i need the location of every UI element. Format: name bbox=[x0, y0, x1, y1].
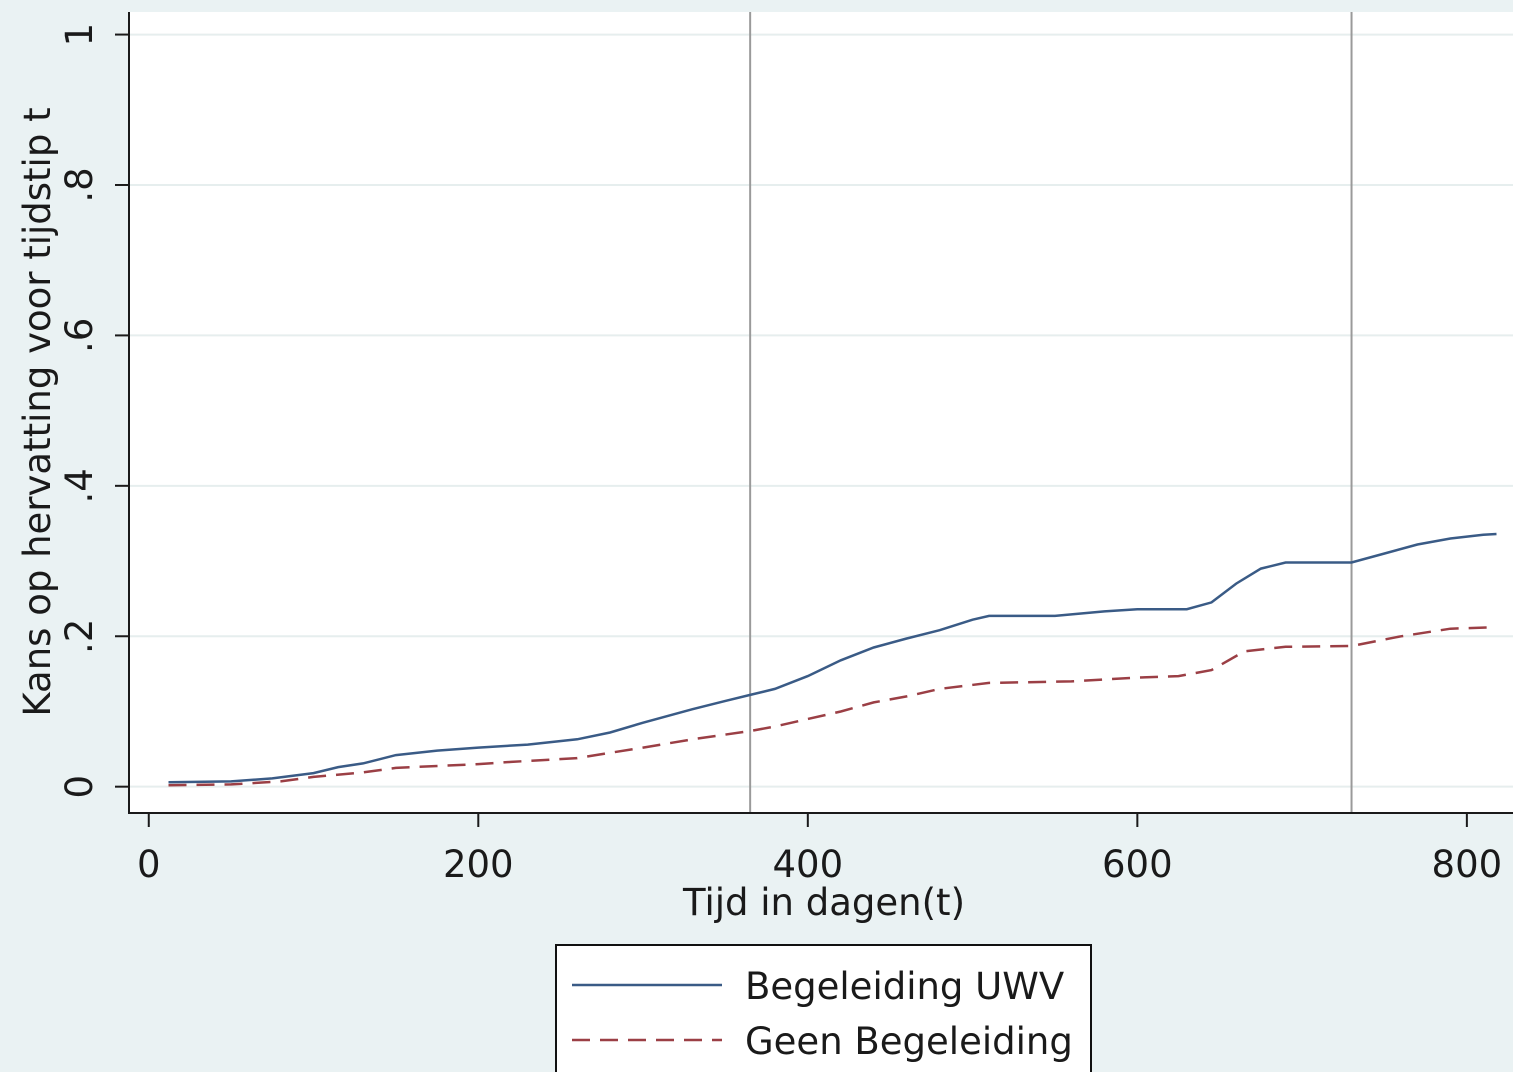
y-tick-label-1: .2 bbox=[58, 619, 101, 654]
series-line-0 bbox=[168, 532, 1497, 784]
y-axis-label: Kans op hervatting voor tijdstip t bbox=[16, 107, 59, 716]
x-tick-label-4: 800 bbox=[1432, 843, 1503, 886]
legend-box bbox=[555, 944, 1092, 1072]
y-tick-label-3: .6 bbox=[58, 318, 101, 353]
series-lines bbox=[168, 532, 1497, 787]
x-tick-label-0: 0 bbox=[137, 843, 161, 886]
series-line-1 bbox=[168, 625, 1497, 787]
plot-area bbox=[129, 12, 1513, 813]
reference-lines bbox=[749, 12, 1353, 813]
legend-label-begeleiding-uwv: Begeleiding UWV bbox=[745, 965, 1064, 1008]
x-tick-label-1: 200 bbox=[443, 843, 514, 886]
y-tick-label-0: 0 bbox=[58, 775, 101, 799]
y-tick-label-2: .4 bbox=[58, 468, 101, 503]
x-tick-label-3: 600 bbox=[1102, 843, 1173, 886]
legend: Begeleiding UWV Geen Begeleiding bbox=[555, 944, 1092, 1072]
y-tick-label-5: 1 bbox=[58, 23, 101, 47]
axes bbox=[115, 12, 1513, 827]
x-axis-label: Tijd in dagen(t) bbox=[682, 881, 965, 924]
x-tick-label-2: 400 bbox=[773, 843, 844, 886]
tick-labels: 0 .2 .4 .6 .8 1 0 200 400 600 800 bbox=[58, 23, 1502, 886]
y-tick-label-4: .8 bbox=[58, 167, 101, 202]
legend-label-geen-begeleiding: Geen Begeleiding bbox=[745, 1020, 1073, 1063]
grid-lines bbox=[129, 33, 1513, 788]
